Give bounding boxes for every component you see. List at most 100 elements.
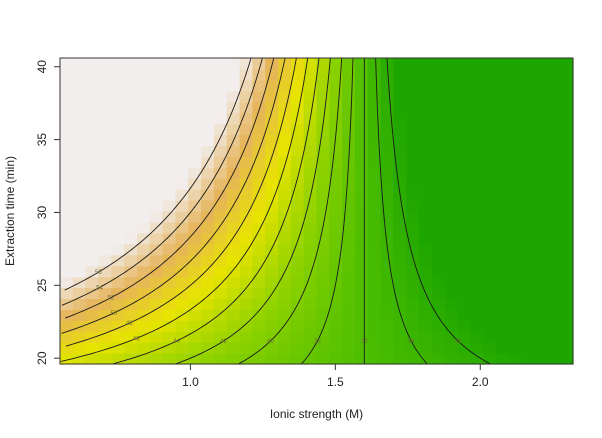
heatmap-cell <box>60 342 74 354</box>
heatmap-cell <box>547 342 561 354</box>
heatmap-cell <box>201 123 215 136</box>
heatmap-cell <box>470 276 484 289</box>
heatmap-cell <box>431 331 446 343</box>
contour-line <box>64 57 252 291</box>
heatmap-cell <box>431 254 446 267</box>
heatmap-cell <box>329 243 343 256</box>
heatmap-cell <box>521 243 536 256</box>
x-tick-label: 1.5 <box>327 375 344 389</box>
heatmap-cell <box>111 90 125 103</box>
heatmap-cell <box>419 254 433 267</box>
heatmap-cell <box>278 331 292 343</box>
heatmap-cell <box>316 134 330 147</box>
heatmap-cell <box>329 167 343 179</box>
heatmap-cells <box>60 58 574 365</box>
heatmap-cell <box>278 134 292 147</box>
heatmap-cell <box>483 145 497 157</box>
heatmap-cell <box>534 353 548 365</box>
heatmap-cell <box>329 90 343 103</box>
heatmap-cell <box>354 298 369 310</box>
heatmap-cell <box>470 342 484 354</box>
heatmap-cell <box>521 58 536 70</box>
heatmap-cell <box>380 178 395 190</box>
heatmap-cell <box>72 101 87 114</box>
heatmap-cell <box>560 90 574 103</box>
heatmap-cell <box>457 342 471 354</box>
heatmap-cell <box>72 167 87 179</box>
heatmap-cell <box>496 189 510 201</box>
heatmap-cell <box>60 276 74 289</box>
heatmap-cell <box>547 243 561 256</box>
heatmap-cell <box>98 298 112 310</box>
heatmap-cell <box>303 320 318 332</box>
heatmap-cell <box>60 211 74 223</box>
heatmap-cell <box>316 200 330 212</box>
contour-label: 46 <box>133 337 140 343</box>
heatmap-cell <box>72 90 87 103</box>
heatmap-cell <box>213 58 228 70</box>
heatmap-cell <box>111 276 125 289</box>
heatmap-cell <box>342 353 356 365</box>
heatmap-cell <box>98 254 112 267</box>
heatmap-cell <box>124 320 138 332</box>
heatmap-cell <box>226 243 241 256</box>
heatmap-cell <box>380 353 395 365</box>
heatmap-cell <box>367 331 382 343</box>
heatmap-cell <box>175 123 189 136</box>
heatmap-cell <box>124 342 138 354</box>
heatmap-cell <box>419 211 433 223</box>
heatmap-cell <box>124 145 138 157</box>
heatmap-cell <box>136 254 151 267</box>
heatmap-cell <box>521 68 536 81</box>
heatmap-cell <box>201 178 215 190</box>
heatmap-cell <box>534 243 548 256</box>
heatmap-cell <box>201 101 215 114</box>
heatmap-cell <box>278 276 292 289</box>
heatmap-cell <box>98 90 112 103</box>
heatmap-cell <box>239 221 253 234</box>
heatmap-cell <box>419 200 433 212</box>
heatmap-cell <box>226 309 241 321</box>
heatmap-cell <box>252 298 266 310</box>
heatmap-cell <box>367 243 382 256</box>
heatmap-cell <box>329 265 343 278</box>
heatmap-cell <box>85 112 100 125</box>
heatmap-cell <box>60 167 74 179</box>
heatmap-cell <box>457 309 471 321</box>
heatmap-cell <box>252 211 266 223</box>
heatmap-cell <box>213 200 228 212</box>
heatmap-cell <box>457 90 471 103</box>
heatmap-cell <box>496 342 510 354</box>
heatmap-cell <box>508 189 523 201</box>
heatmap-cell <box>547 79 561 92</box>
heatmap-cell <box>252 134 266 147</box>
heatmap-cell <box>124 265 138 278</box>
heatmap-cell <box>60 298 74 310</box>
heatmap-cell <box>201 331 215 343</box>
heatmap-cell <box>534 156 548 168</box>
heatmap-cell <box>547 145 561 157</box>
heatmap-cell <box>444 265 459 278</box>
heatmap-cell <box>496 134 510 147</box>
heatmap-cell <box>98 276 112 289</box>
heatmap-cell <box>508 58 523 70</box>
heatmap-cell <box>162 79 177 92</box>
heatmap-cell <box>72 287 87 300</box>
y-axis-title: Extraction time (min) <box>3 156 17 266</box>
heatmap-cell <box>149 145 164 157</box>
heatmap-cell <box>534 200 548 212</box>
heatmap-cell <box>188 287 202 300</box>
heatmap-cell <box>470 200 484 212</box>
heatmap-cell <box>124 221 138 234</box>
heatmap-cell <box>175 134 189 147</box>
heatmap-cell <box>111 178 125 190</box>
heatmap-cell <box>470 265 484 278</box>
heatmap-cell <box>226 189 241 201</box>
heatmap-cell <box>329 156 343 168</box>
heatmap-cell <box>419 90 433 103</box>
heatmap-cell <box>380 145 395 157</box>
heatmap-cell <box>380 90 395 103</box>
heatmap-cell <box>316 90 330 103</box>
heatmap-cell <box>380 123 395 136</box>
heatmap-cell <box>201 156 215 168</box>
